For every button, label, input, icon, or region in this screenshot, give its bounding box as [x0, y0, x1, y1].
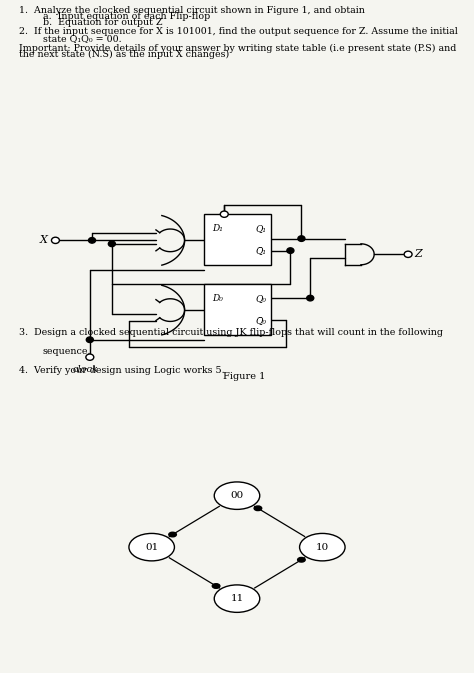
Circle shape	[52, 237, 59, 244]
Circle shape	[220, 211, 228, 217]
Circle shape	[86, 337, 93, 343]
Circle shape	[109, 241, 115, 246]
Circle shape	[129, 534, 174, 561]
Text: b.  Equation for output Z: b. Equation for output Z	[43, 18, 162, 28]
Circle shape	[404, 251, 412, 258]
Circle shape	[298, 236, 305, 242]
Text: a.  Input equation of each Flip-flop: a. Input equation of each Flip-flop	[43, 12, 210, 22]
Circle shape	[86, 354, 94, 360]
Text: Q₀: Q₀	[255, 293, 266, 303]
Circle shape	[298, 557, 305, 562]
Text: Q̅₀: Q̅₀	[255, 316, 266, 325]
Text: D₀: D₀	[212, 293, 223, 303]
Text: 2.  If the input sequence for X is 101001, find the output sequence for Z. Assum: 2. If the input sequence for X is 101001…	[19, 28, 458, 36]
Text: Figure 1: Figure 1	[223, 372, 265, 381]
Bar	[204, 214, 271, 264]
Circle shape	[254, 506, 262, 511]
Text: D₁: D₁	[212, 224, 223, 233]
Text: the next state (N.S) as the input X changes): the next state (N.S) as the input X chan…	[19, 50, 229, 59]
Text: Q̅₁: Q̅₁	[255, 246, 266, 255]
Text: 10: 10	[316, 542, 329, 552]
Text: clock: clock	[72, 365, 98, 374]
Circle shape	[307, 295, 314, 301]
Circle shape	[89, 238, 96, 243]
Text: 1.  Analyze the clocked sequential circuit shown in Figure 1, and obtain: 1. Analyze the clocked sequential circui…	[19, 6, 365, 15]
Text: Important: Provide details of your answer by writing state table (i.e present st: Important: Provide details of your answe…	[19, 44, 456, 53]
Circle shape	[169, 532, 176, 537]
Text: 3.  Design a clocked sequential circuit using JK flip-flops that will count in t: 3. Design a clocked sequential circuit u…	[19, 328, 443, 337]
Bar	[204, 284, 271, 334]
Text: X: X	[40, 236, 48, 246]
Text: 00: 00	[230, 491, 244, 500]
Text: 11: 11	[230, 594, 244, 603]
Text: sequence.: sequence.	[43, 347, 91, 356]
Circle shape	[212, 583, 220, 588]
Text: 4.  Verify your design using Logic works 5.: 4. Verify your design using Logic works …	[19, 365, 225, 375]
Circle shape	[214, 482, 260, 509]
Text: Q₁: Q₁	[255, 224, 266, 233]
Circle shape	[300, 534, 345, 561]
Circle shape	[287, 248, 294, 254]
Text: state Q₁Q₀ = 00.: state Q₁Q₀ = 00.	[43, 34, 121, 43]
Text: 01: 01	[145, 542, 158, 552]
Text: Z: Z	[414, 249, 421, 259]
Circle shape	[214, 585, 260, 612]
